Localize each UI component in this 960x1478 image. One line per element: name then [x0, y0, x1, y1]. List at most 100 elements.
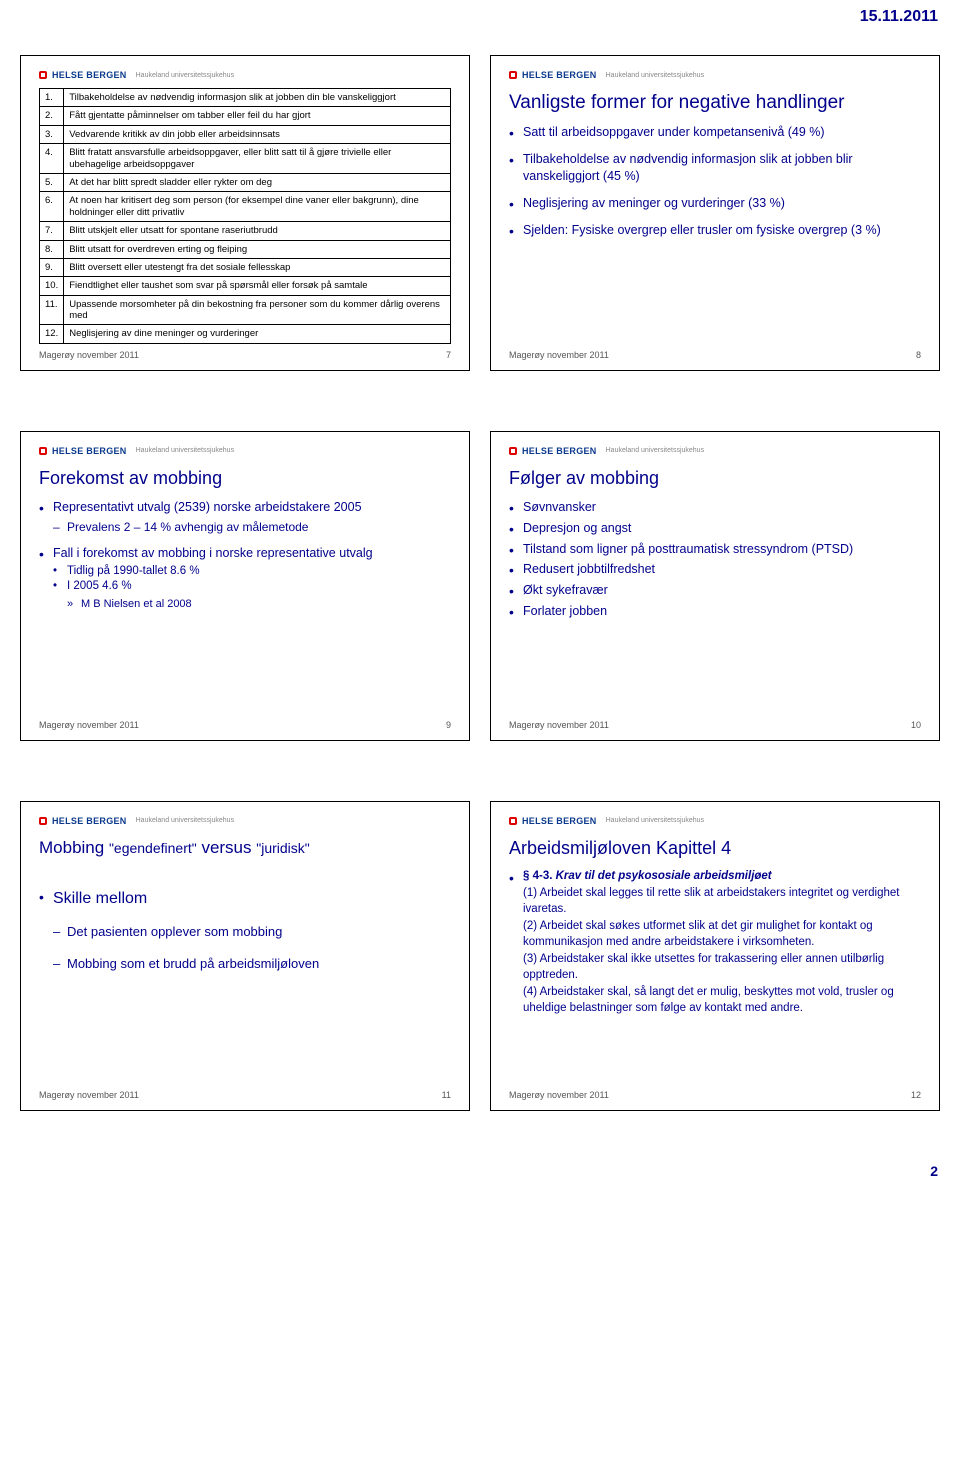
logo-sub: Haukeland universitetssjukehus — [136, 72, 234, 79]
row-number: 5. — [40, 173, 64, 191]
bullet: Forlater jobben — [509, 603, 921, 620]
logo-sub: Haukeland universitetssjukehus — [606, 447, 704, 454]
slide-9: HELSE BERGEN Haukeland universitetssjuke… — [20, 431, 470, 741]
slide-title: Forekomst av mobbing — [39, 468, 451, 489]
footer-label: Magerøy november 2011 — [509, 1090, 609, 1100]
bullet: Søvnvansker — [509, 499, 921, 516]
table-row: 4.Blitt fratatt ansvarsfulle arbeidsoppg… — [40, 144, 451, 174]
logo: HELSE BERGEN Haukeland universitetssjuke… — [39, 70, 451, 80]
slide-7: HELSE BERGEN Haukeland universitetssjuke… — [20, 55, 470, 371]
table-row: 8.Blitt utsatt for overdreven erting og … — [40, 240, 451, 258]
logo: HELSE BERGEN Haukeland universitetssjuke… — [39, 446, 451, 456]
logo-text: HELSE BERGEN — [52, 816, 127, 826]
row-number: 4. — [40, 144, 64, 174]
table-row: 9.Blitt oversett eller utestengt fra det… — [40, 258, 451, 276]
table-row: 7.Blitt utskjelt eller utsatt for sponta… — [40, 222, 451, 240]
slide-title: Mobbing "egendefinert" versus "juridisk" — [39, 838, 451, 858]
sub-bullet: I 2005 4.6 % M B Nielsen et al 2008 — [53, 579, 451, 611]
row-number: 7. — [40, 222, 64, 240]
logo-sub: Haukeland universitetssjukehus — [606, 817, 704, 824]
row-number: 8. — [40, 240, 64, 258]
footer-label: Magerøy november 2011 — [39, 1090, 139, 1100]
slide-number: 12 — [911, 1090, 921, 1100]
bullet-list: Satt til arbeidsoppgaver under kompetans… — [509, 124, 921, 248]
row-number: 12. — [40, 325, 64, 343]
slide-number: 9 — [446, 720, 451, 730]
bullet: Depresjon og angst — [509, 520, 921, 537]
table-row: 12.Neglisjering av dine meninger og vurd… — [40, 325, 451, 343]
bullet: § 4-3. Krav til det psykososiale arbeids… — [509, 869, 921, 1017]
logo-sub: Haukeland universitetssjukehus — [136, 447, 234, 454]
sub-text: I 2005 4.6 % — [67, 580, 132, 592]
row-text: Tilbakeholdelse av nødvendig informasjon… — [64, 89, 451, 107]
slide-number: 11 — [442, 1090, 451, 1100]
page-number: 2 — [930, 1163, 938, 1179]
slide-title: Vanligste former for negative handlinger — [509, 92, 921, 114]
logo-icon — [39, 447, 47, 455]
slide-number: 10 — [911, 720, 921, 730]
footer-label: Magerøy november 2011 — [509, 720, 609, 730]
slide-11: HELSE BERGEN Haukeland universitetssjuke… — [20, 801, 470, 1111]
row-text: Fiendtlighet eller taushet som svar på s… — [64, 277, 451, 295]
row-text: Neglisjering av dine meninger og vurderi… — [64, 325, 451, 343]
title-part: Mobbing — [39, 838, 109, 857]
paragraph: (2) Arbeidet skal søkes utformet slik at… — [523, 919, 921, 950]
sub-bullet: Prevalens 2 – 14 % avhengig av målemetod… — [53, 519, 451, 535]
bullet: Sjelden: Fysiske overgrep eller trusler … — [509, 222, 921, 239]
row-text: At noen har kritisert deg som person (fo… — [64, 192, 451, 222]
logo: HELSE BERGEN Haukeland universitetssjuke… — [509, 446, 921, 456]
row-text: Fått gjentatte påminnelser om tabber ell… — [64, 107, 451, 125]
title-part: "juridisk" — [256, 840, 310, 856]
table-row: 11.Upassende morsomheter på din bekostni… — [40, 295, 451, 325]
bullet: Redusert jobbtilfredshet — [509, 561, 921, 578]
row-number: 9. — [40, 258, 64, 276]
bullet: Skille mellom Det pasienten opplever som… — [39, 888, 451, 973]
slide-10: HELSE BERGEN Haukeland universitetssjuke… — [490, 431, 940, 741]
logo-icon — [509, 817, 517, 825]
bullet: Representativt utvalg (2539) norske arbe… — [39, 499, 451, 535]
bullet: Økt sykefravær — [509, 582, 921, 599]
footer-label: Magerøy november 2011 — [39, 350, 139, 360]
paragraph: (1) Arbeidet skal legges til rette slik … — [523, 886, 921, 917]
row-number: 11. — [40, 295, 64, 325]
bullet-text: Fall i forekomst av mobbing i norske rep… — [53, 546, 373, 560]
row-text: Blitt utskjelt eller utsatt for spontane… — [64, 222, 451, 240]
lead-text: Krav til det psykososiale arbeidsmiljøet — [552, 870, 771, 882]
bullet: Fall i forekomst av mobbing i norske rep… — [39, 545, 451, 612]
slide-grid: HELSE BERGEN Haukeland universitetssjuke… — [0, 0, 960, 1191]
logo: HELSE BERGEN Haukeland universitetssjuke… — [509, 70, 921, 80]
table-row: 5.At det har blitt spredt sladder eller … — [40, 173, 451, 191]
table-row: 1.Tilbakeholdelse av nødvendig informasj… — [40, 89, 451, 107]
logo-icon — [39, 817, 47, 825]
bullet-list: SøvnvanskerDepresjon og angstTilstand so… — [509, 499, 921, 624]
table-row: 10.Fiendtlighet eller taushet som svar p… — [40, 277, 451, 295]
slide-title: Arbeidsmiljøloven Kapittel 4 — [509, 838, 921, 859]
sub-bullet: Det pasienten opplever som mobbing — [53, 923, 451, 941]
table-row: 2.Fått gjentatte påminnelser om tabber e… — [40, 107, 451, 125]
row-text: Upassende morsomheter på din bekostning … — [64, 295, 451, 325]
logo-sub: Haukeland universitetssjukehus — [606, 72, 704, 79]
logo: HELSE BERGEN Haukeland universitetssjuke… — [39, 816, 451, 826]
bullet-list: Representativt utvalg (2539) norske arbe… — [39, 499, 451, 622]
row-text: Blitt oversett eller utestengt fra det s… — [64, 258, 451, 276]
bullet: Satt til arbeidsoppgaver under kompetans… — [509, 124, 921, 141]
row-number: 6. — [40, 192, 64, 222]
logo-text: HELSE BERGEN — [522, 446, 597, 456]
title-part: versus — [197, 838, 257, 857]
row-text: Blitt fratatt ansvarsfulle arbeidsoppgav… — [64, 144, 451, 174]
page-date: 15.11.2011 — [860, 8, 938, 26]
logo-text: HELSE BERGEN — [52, 70, 127, 80]
logo-text: HELSE BERGEN — [52, 446, 127, 456]
negative-actions-table: 1.Tilbakeholdelse av nødvendig informasj… — [39, 88, 451, 344]
bullet-list: § 4-3. Krav til det psykososiale arbeids… — [509, 869, 921, 1027]
row-number: 3. — [40, 125, 64, 143]
bullet-list: Skille mellom Det pasienten opplever som… — [39, 888, 451, 983]
footer-label: Magerøy november 2011 — [509, 350, 609, 360]
slide-number: 7 — [446, 350, 451, 360]
logo-text: HELSE BERGEN — [522, 70, 597, 80]
logo-text: HELSE BERGEN — [522, 816, 597, 826]
row-text: Blitt utsatt for overdreven erting og fl… — [64, 240, 451, 258]
bullet-text: Representativt utvalg (2539) norske arbe… — [53, 500, 362, 514]
section-symbol: § 4-3. — [523, 870, 552, 882]
sub-bullet: Mobbing som et brudd på arbeidsmiljølove… — [53, 955, 451, 973]
